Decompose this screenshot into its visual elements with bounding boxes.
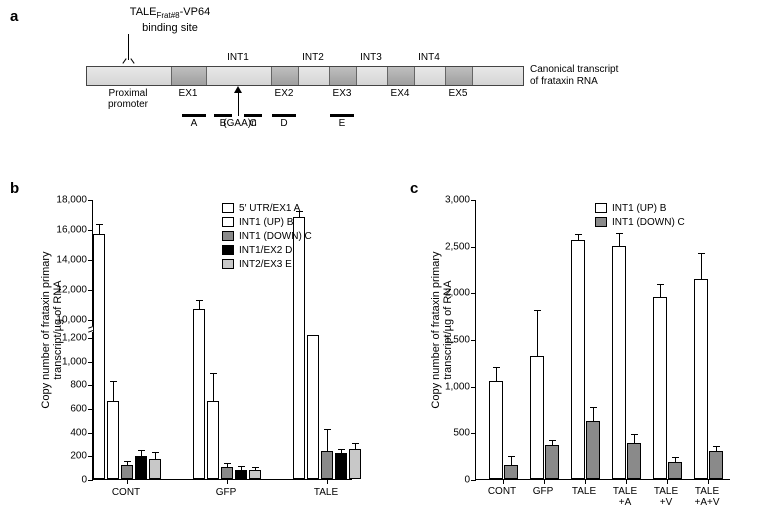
bar [193,309,205,480]
ytick-label: 400 [70,427,93,438]
bar [709,451,723,479]
label-int3: INT3 [357,52,385,63]
ytick-label: 200 [70,451,93,462]
xlabel: CONT [488,486,516,497]
amplicon-label-E: E [337,118,347,129]
amplicon-E [330,114,354,117]
bar [307,335,319,479]
bar [93,234,105,480]
tale-binding-label: TALEFrat#8-VP64binding site [110,6,230,34]
label-ex2: EX2 [256,88,312,99]
bar [149,459,161,479]
bar [612,246,626,479]
bar [207,401,219,479]
bar [249,470,261,479]
xlabel: TALE [572,486,596,497]
gaa-arrow-icon [234,86,242,93]
bar [571,240,585,479]
bar [221,467,233,479]
ytick-label: 1,000 [62,356,93,367]
label-int1: INT1 [224,52,252,63]
label-int2: INT2 [299,52,327,63]
ytick-label: 800 [70,380,93,391]
bar [545,445,559,479]
xlabel: TALE+A+V [694,486,719,508]
panel-b-label: b [10,180,19,197]
gene-schematic [86,66,524,86]
segment-ex5 [445,67,473,85]
panel-c-legend: INT1 (UP) BINT1 (DOWN) C [595,202,685,230]
bar [135,456,147,479]
amplicon-A [182,114,206,117]
panel-c-plot: 05001,0001,5002,0002,5003,000 [475,200,730,480]
label-proximal-promoter: Proximalpromoter [100,88,156,110]
amplicon-B [214,114,232,117]
bar [235,470,247,479]
segment-proximal-promoter [87,67,171,85]
bar [349,449,361,479]
bar [530,356,544,479]
bar [627,443,641,479]
segment-int1 [207,67,271,85]
ytick-label: 600 [70,404,93,415]
bar [586,421,600,479]
label-int4: INT4 [415,52,443,63]
panel-b-legend: 5′ UTR/EX1 AINT1 (UP) BINT1 (DOWN) CINT1… [222,202,312,272]
xlabel: TALE+A [613,486,637,508]
bar [321,451,333,479]
xlabel: TALE [314,487,338,498]
bar [668,462,682,479]
bar [504,465,518,479]
xlabel: GFP [216,487,237,498]
gaa-label: (GAA)n [216,118,264,129]
ytick-label: 0 [464,475,476,486]
label-ex3: EX3 [314,88,370,99]
transcript-caption: Canonical transcriptof frataxin RNA [530,64,680,88]
segment-ex4 [387,67,415,85]
segment-int4 [415,67,445,85]
bar [694,279,708,479]
figure: a b c TALEFrat#8-VP64binding site Proxima… [0,0,768,532]
panel-c-label: c [410,180,418,197]
label-ex1: EX1 [160,88,216,99]
label-ex5: EX5 [430,88,486,99]
segment-int2 [299,67,329,85]
amplicon-label-D: D [279,118,289,129]
bar [489,381,503,479]
segment-ex2 [271,67,299,85]
segment-tail [473,67,523,85]
label-ex4: EX4 [372,88,428,99]
xlabel: GFP [533,486,554,497]
panel-c-ylabel: Copy number of frataxin primarytranscrip… [430,190,454,470]
ytick-label: 500 [453,428,476,439]
panel-b-ylabel: Copy number of frataxin primarytranscrip… [40,190,64,470]
segment-int3 [357,67,387,85]
amplicon-label-A: A [189,118,199,129]
bar [121,465,133,479]
bar [335,453,347,479]
ytick-label: 1,200 [62,333,93,344]
bar [653,297,667,479]
xlabel: TALE+V [654,486,678,508]
amplicon-C [244,114,262,117]
xlabel: CONT [112,487,140,498]
segment-ex3 [329,67,357,85]
bar [107,401,119,479]
panel-a-label: a [10,8,18,25]
ytick-label: 0 [81,475,93,486]
segment-ex1 [171,67,207,85]
amplicon-D [272,114,296,117]
